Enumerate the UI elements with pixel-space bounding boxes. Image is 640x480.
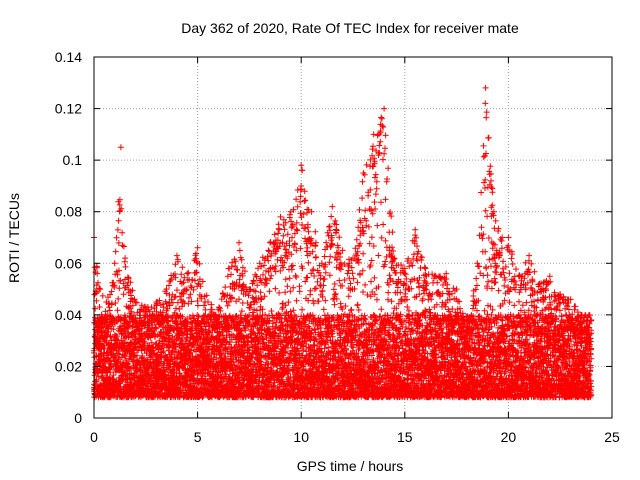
x-tick-label: 15 [397,429,413,445]
x-tick-label: 0 [90,429,98,445]
y-tick-label: 0.04 [55,307,82,323]
y-tick-labels: 0 0.02 0.04 0.06 0.08 0.1 0.12 0.14 [55,49,82,426]
x-tick-label: 20 [501,429,517,445]
y-tick-label: 0.1 [63,152,83,168]
y-tick-label: 0.02 [55,358,82,374]
y-tick-label: 0.12 [55,101,82,117]
y-tick-label: 0.06 [55,255,82,271]
y-tick-label: 0.14 [55,49,82,65]
x-tick-labels: 0 5 10 15 20 25 [90,429,620,445]
plot-frame [93,56,613,419]
x-tick-label: 5 [194,429,202,445]
axis-ticks [93,56,613,419]
y-axis-label: ROTI / TECUs [6,193,22,283]
y-tick-label: 0.08 [55,204,82,220]
chart-title: Day 362 of 2020, Rate Of TEC Index for r… [181,20,519,36]
x-tick-label: 10 [293,429,309,445]
x-axis-label: GPS time / hours [297,458,404,474]
y-tick-label: 0 [74,410,82,426]
x-tick-label: 25 [604,429,620,445]
